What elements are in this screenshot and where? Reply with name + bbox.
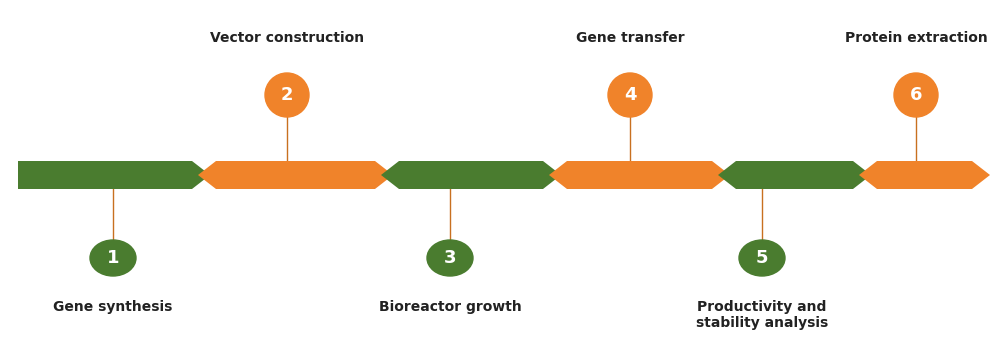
- Ellipse shape: [426, 240, 472, 276]
- Ellipse shape: [738, 240, 784, 276]
- Text: Bioreactor growth: Bioreactor growth: [378, 300, 521, 314]
- Polygon shape: [859, 161, 989, 189]
- Ellipse shape: [90, 240, 135, 276]
- Polygon shape: [18, 161, 210, 189]
- Text: 1: 1: [106, 249, 119, 267]
- Text: Protein extraction: Protein extraction: [844, 31, 986, 45]
- Text: Gene synthesis: Gene synthesis: [53, 300, 173, 314]
- Polygon shape: [549, 161, 729, 189]
- Circle shape: [608, 73, 651, 117]
- Text: 3: 3: [443, 249, 455, 267]
- Polygon shape: [198, 161, 392, 189]
- Polygon shape: [717, 161, 871, 189]
- Text: 6: 6: [909, 86, 922, 104]
- Polygon shape: [380, 161, 561, 189]
- Text: Gene transfer: Gene transfer: [575, 31, 684, 45]
- Text: 5: 5: [755, 249, 767, 267]
- Circle shape: [265, 73, 309, 117]
- Text: Vector construction: Vector construction: [210, 31, 364, 45]
- Circle shape: [893, 73, 937, 117]
- Text: Productivity and
stability analysis: Productivity and stability analysis: [695, 300, 827, 330]
- Text: 2: 2: [281, 86, 293, 104]
- Text: 4: 4: [623, 86, 636, 104]
